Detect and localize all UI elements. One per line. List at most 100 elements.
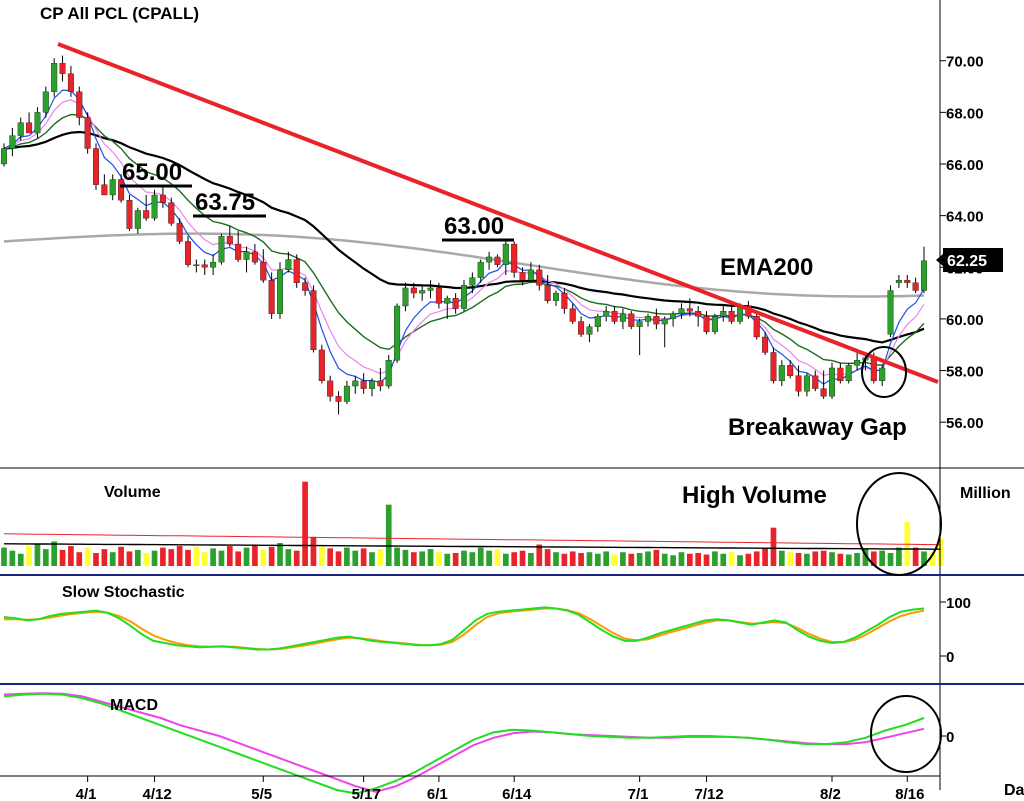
candle-down <box>912 282 919 291</box>
price-tick-label: 60.00 <box>946 312 984 329</box>
volume-bar <box>193 546 200 566</box>
volume-bar <box>9 550 16 566</box>
volume-bar <box>678 552 685 566</box>
candle-down <box>143 210 150 219</box>
volume-bar <box>703 554 710 566</box>
volume-bar <box>929 552 936 566</box>
x-tick-label: 7/12 <box>695 786 724 801</box>
candle-down <box>76 91 83 118</box>
candle-down <box>168 202 175 224</box>
candle-down <box>494 256 501 265</box>
x-tick-label: 6/14 <box>502 786 532 801</box>
volume-bar <box>870 551 877 566</box>
gap-circle <box>861 346 907 398</box>
volume-bar <box>293 550 300 566</box>
volume-bar <box>68 546 74 566</box>
volume-bar <box>436 552 442 566</box>
annotation-63: 63.00 <box>444 213 504 240</box>
candle-up <box>921 260 927 291</box>
candle-up <box>243 251 250 260</box>
volume-bar <box>578 552 584 566</box>
volume-bar <box>553 552 559 566</box>
volume-bar <box>569 551 576 566</box>
volume-bar <box>620 552 626 566</box>
price-tick-label: 70.00 <box>946 54 984 71</box>
candle-up <box>34 112 41 134</box>
volume-bar <box>653 549 660 566</box>
volume-bar <box>168 549 175 566</box>
candle-down <box>67 73 74 92</box>
last-price-tag-bg <box>943 248 1003 272</box>
candle-down <box>318 349 325 382</box>
stochastic-panel-title: Slow Stochastic <box>62 584 185 601</box>
volume-bar <box>854 552 860 566</box>
volume-bar <box>561 553 568 566</box>
volume-bar <box>502 553 509 566</box>
volume-bar <box>285 549 292 566</box>
volume-bar <box>327 548 334 566</box>
candle-up <box>427 287 434 291</box>
volume-bar <box>126 551 133 566</box>
volume-bar <box>51 541 58 566</box>
candle-up <box>879 367 886 382</box>
ema200-path <box>3 232 925 298</box>
ema-green-path <box>3 113 925 366</box>
candle-up <box>661 318 668 325</box>
candle-down <box>251 251 258 263</box>
candle-down <box>101 184 108 196</box>
candle-up <box>845 365 852 382</box>
candle-down <box>611 311 618 322</box>
candle-up <box>502 243 509 265</box>
volume-bar <box>310 536 317 566</box>
candle-up <box>586 326 593 335</box>
volume-bar <box>745 553 752 566</box>
x-tick-label: 8/2 <box>820 786 841 801</box>
volume-bar <box>695 552 702 566</box>
stochastic-d-line <box>4 607 925 651</box>
volume-bar <box>829 552 835 566</box>
candle-down <box>544 285 551 301</box>
candle-down <box>93 148 99 185</box>
volume-bar <box>402 549 409 566</box>
volume-bar <box>1 547 7 566</box>
macd-tick-label: 0 <box>946 729 954 746</box>
candle-up <box>9 135 16 149</box>
volume-bar <box>461 550 467 566</box>
volume-bar <box>235 551 242 566</box>
candle-down <box>795 375 802 392</box>
candle-down <box>176 223 183 242</box>
volume-bar <box>394 547 400 566</box>
volume-bar <box>762 547 768 566</box>
candle-up <box>527 269 534 281</box>
downtrend-line <box>57 42 939 384</box>
candle-up <box>193 264 200 267</box>
candle-down <box>787 365 794 376</box>
volume-bar <box>494 549 501 566</box>
candle-up <box>553 292 559 301</box>
candle-up <box>469 277 476 286</box>
candle-up <box>419 290 426 294</box>
volume-bar <box>787 552 794 566</box>
candle-up <box>461 285 467 309</box>
price-tick-label: 68.00 <box>946 105 984 122</box>
volume-bar <box>84 547 91 566</box>
macd-lines <box>3 692 925 795</box>
candle-up <box>486 256 493 263</box>
candle-down <box>260 261 267 281</box>
volume-bar <box>712 551 718 566</box>
candle-down <box>452 298 459 309</box>
candle-up <box>1 148 7 165</box>
volume-bar <box>921 551 927 566</box>
volume-bar <box>360 548 367 566</box>
volume-bar <box>770 527 777 566</box>
volume-bar <box>185 549 191 566</box>
x-tick-label: 4/12 <box>143 786 172 801</box>
candle-down <box>519 272 526 281</box>
volume-panel-title: Volume <box>104 484 161 501</box>
volume-bar <box>912 547 919 566</box>
volume-bar <box>34 544 41 566</box>
candle-down <box>84 117 91 149</box>
x-axis-label: Day <box>1004 782 1024 799</box>
candle-up <box>854 360 861 366</box>
